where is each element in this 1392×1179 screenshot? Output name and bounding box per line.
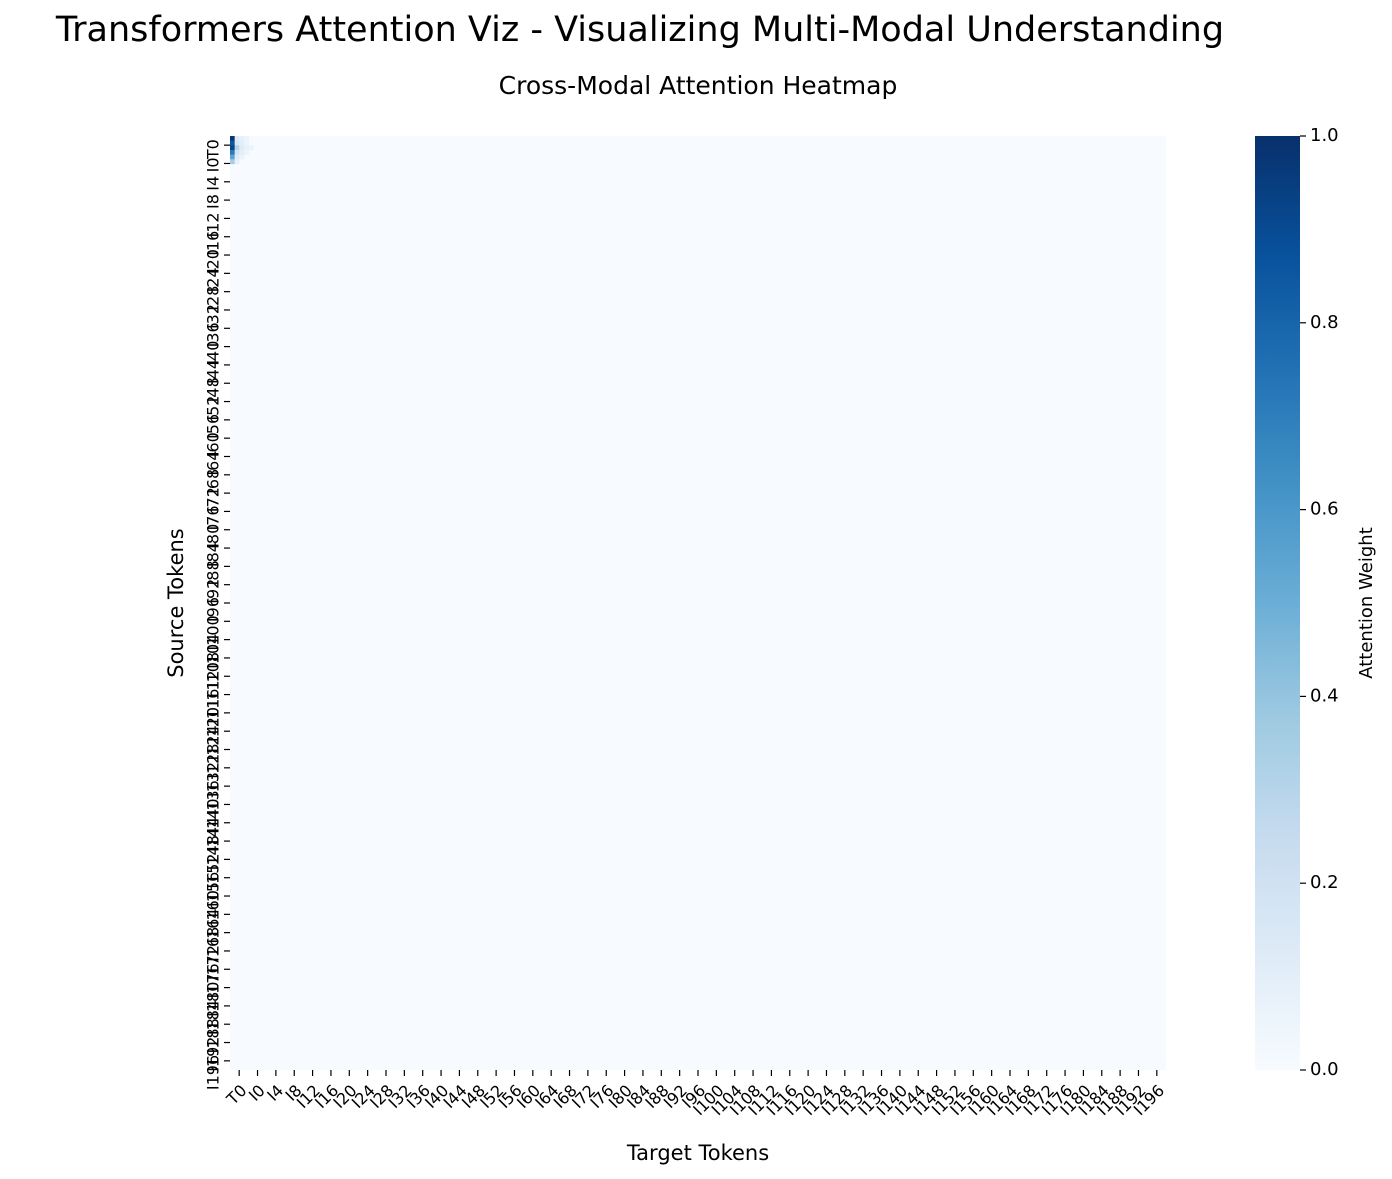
y-tick-label: I60 (204, 432, 223, 457)
y-tick-label: I124 (204, 725, 223, 760)
y-tick-label: I156 (204, 872, 223, 907)
y-tick-label: I176 (204, 963, 223, 998)
y-tick-label: I128 (204, 744, 223, 779)
y-tick-label: I80 (204, 524, 223, 549)
heatmap-cell (230, 154, 235, 160)
heatmap-background (230, 136, 1166, 1070)
y-axis-ticks: T0I0I4I8I12I16I20I24I28I32I36I40I44I48I5… (204, 139, 230, 1090)
y-tick-label: I140 (204, 798, 223, 833)
y-tick-label: I92 (204, 579, 223, 604)
y-tick-label: I32 (204, 304, 223, 329)
y-tick-label: I192 (204, 1037, 223, 1072)
colorbar-tick-label: 0.6 (1310, 499, 1339, 520)
y-tick-label: I196 (204, 1055, 223, 1090)
y-tick-label: I48 (204, 377, 223, 402)
y-axis-label: Source Tokens (164, 528, 188, 678)
y-tick-label: I184 (204, 1000, 223, 1035)
y-tick-label: I116 (204, 689, 223, 724)
y-tick-label: I56 (204, 414, 223, 439)
colorbar-tick-label: 0.8 (1310, 312, 1339, 333)
x-tick-label: T0 (222, 1081, 250, 1109)
y-tick-label: I148 (204, 835, 223, 870)
colorbar-tick-label: 0.2 (1310, 872, 1339, 893)
y-tick-label: I68 (204, 469, 223, 494)
heatmap-cell (230, 159, 235, 165)
heatmap-cell (239, 154, 245, 160)
colorbar-tick-label: 0.0 (1310, 1059, 1339, 1080)
y-tick-label: I20 (204, 249, 223, 274)
heatmap-cell (234, 145, 240, 151)
y-tick-label: I88 (204, 560, 223, 585)
y-tick-label: T0 (204, 139, 223, 160)
y-tick-label: I104 (204, 634, 223, 669)
heatmap-cell (243, 149, 249, 155)
x-axis-label: Target Tokens (626, 1141, 769, 1165)
y-tick-label: I72 (204, 487, 223, 512)
heatmap-cell (239, 149, 245, 155)
chart-title: Cross-Modal Attention Heatmap (499, 71, 898, 100)
heatmap-cell (248, 145, 254, 151)
y-tick-label: I76 (204, 505, 223, 530)
y-tick-label: I172 (204, 945, 223, 980)
y-tick-label: I44 (204, 359, 223, 384)
y-tick-label: I112 (204, 670, 223, 705)
y-tick-label: I152 (204, 853, 223, 888)
colorbar-label: Attention Weight (1356, 527, 1377, 679)
colorbar: 0.0 0.2 0.4 0.6 0.8 1.0 (1255, 125, 1339, 1080)
y-tick-label: I4 (204, 176, 223, 191)
heatmap-cell (239, 136, 245, 141)
y-tick-label: I188 (204, 1018, 223, 1053)
y-tick-label: I52 (204, 396, 223, 421)
y-tick-label: I108 (204, 652, 223, 687)
y-tick-label: I164 (204, 908, 223, 943)
y-tick-label: I28 (204, 286, 223, 311)
y-tick-label: I160 (204, 890, 223, 925)
y-tick-label: I84 (204, 542, 223, 567)
colorbar-tick-label: 0.4 (1310, 685, 1339, 706)
heatmap-cell (230, 145, 235, 151)
y-tick-label: I40 (204, 341, 223, 366)
heatmap-cell (239, 145, 245, 151)
colorbar-tick-label: 1.0 (1310, 125, 1339, 146)
heatmap-cell (234, 149, 240, 155)
heatmap-plot-area (230, 136, 1166, 1070)
y-tick-label: I168 (204, 927, 223, 962)
heatmap-cell (234, 140, 240, 146)
heatmap-cell (243, 145, 249, 151)
figure-suptitle: Transformers Attention Viz - Visualizing… (55, 10, 1225, 50)
y-tick-label: I96 (204, 597, 223, 622)
heatmap-cell (234, 136, 240, 141)
y-tick-label: I100 (204, 615, 223, 650)
y-tick-label: I12 (204, 212, 223, 237)
y-tick-label: I0 (204, 157, 223, 172)
y-tick-label: I180 (204, 982, 223, 1017)
heatmap-cell (234, 154, 240, 160)
y-tick-label: I132 (204, 762, 223, 797)
heatmap-cell (243, 140, 249, 146)
y-tick-label: I36 (204, 322, 223, 347)
y-tick-label: I136 (204, 780, 223, 815)
heatmap-cell (234, 159, 240, 165)
colorbar-gradient (1255, 136, 1300, 1070)
y-tick-label: I8 (204, 194, 223, 209)
y-tick-label: I64 (204, 450, 223, 475)
heatmap-cell (230, 140, 235, 146)
heatmap-cell (230, 136, 235, 141)
x-axis-ticks: T0I0I4I8I12I16I20I24I28I32I36I40I44I48I5… (222, 1070, 1168, 1119)
y-tick-label: I16 (204, 231, 223, 256)
heatmap-cell (239, 140, 245, 146)
y-tick-label: I144 (204, 817, 223, 852)
y-tick-label: I120 (204, 707, 223, 742)
heatmap-cell (230, 149, 235, 155)
y-tick-label: I24 (204, 267, 223, 292)
heatmap-cell (243, 136, 249, 141)
